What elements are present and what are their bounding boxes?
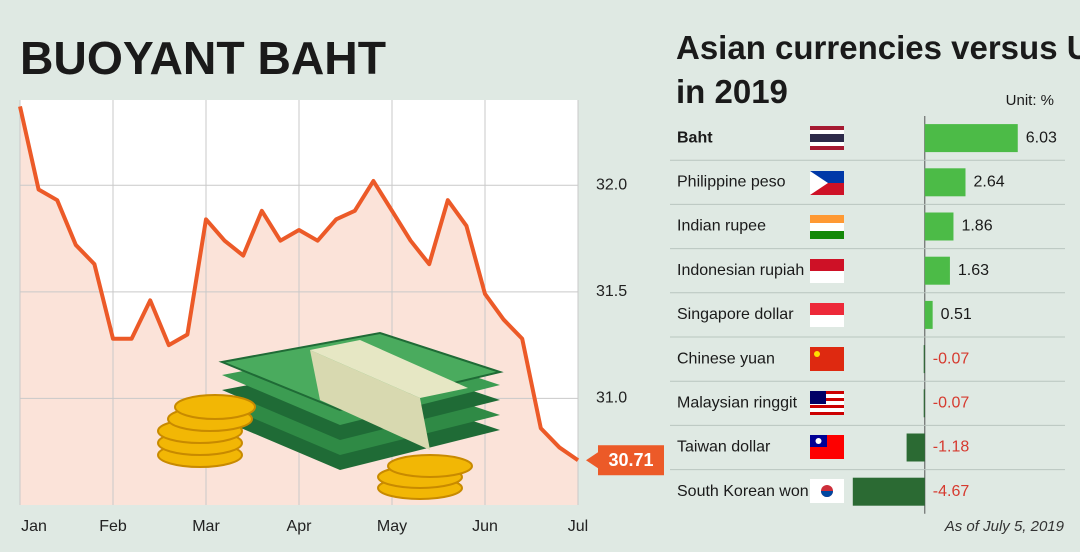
category-label: Philippine peso [677, 174, 786, 191]
bar-chart-title: Asian currencies versus US dollarin 2019 [676, 29, 1080, 110]
bar [924, 124, 1018, 153]
bar [924, 256, 950, 285]
bar [923, 389, 925, 418]
bar-layer: Baht 6.03 Philippine peso 2.64 Indian rupee 1… [670, 116, 1065, 514]
value-label: 30.71 [608, 450, 653, 470]
value-label: 1.63 [958, 262, 989, 279]
note: As of July 5, 2019 [944, 518, 1065, 535]
value-label: 0.51 [941, 306, 972, 323]
unit-label: Unit: % [1006, 92, 1054, 109]
value-label: 1.86 [961, 218, 992, 235]
bar [924, 168, 966, 197]
x-tick-label: Mar [192, 518, 220, 535]
value-label: 2.64 [973, 174, 1004, 191]
x-tick-label: Jan [21, 518, 47, 535]
value-label: -0.07 [933, 350, 970, 367]
x-tick-label: Apr [287, 518, 313, 535]
bar [906, 433, 925, 462]
y-tick-label: 32.0 [596, 176, 627, 193]
category-label: Malaysian ringgit [677, 395, 798, 412]
category-label: Chinese yuan [677, 350, 775, 367]
value-label-box [598, 445, 664, 476]
bar [924, 300, 933, 329]
bar [924, 212, 954, 241]
category-label: Singapore dollar [677, 306, 794, 323]
value-label: -0.07 [933, 395, 970, 412]
category-label: Indian rupee [677, 218, 766, 235]
category-label: Indonesian rupiah [677, 262, 804, 279]
value-label: -1.18 [933, 439, 970, 456]
x-tick-label: Jul [568, 518, 588, 535]
line-layer [18, 105, 580, 462]
x-tick-label: May [377, 518, 407, 535]
x-tick-label: Feb [99, 518, 127, 535]
category-label: Taiwan dollar [677, 439, 771, 456]
category-label: Baht [677, 129, 713, 146]
value-label: -4.67 [933, 483, 970, 500]
money-illustration [157, 331, 504, 500]
category-label: South Korean won [677, 483, 809, 500]
bar [923, 345, 925, 374]
y-tick-label: 31.0 [596, 390, 627, 407]
x-tick-label: Jun [472, 518, 498, 535]
value-label: 6.03 [1026, 129, 1057, 146]
bar [852, 477, 925, 506]
flags [810, 126, 844, 503]
chart-title: BUOYANT BAHT [20, 32, 386, 84]
label-pointer [586, 452, 598, 469]
y-tick-label: 31.5 [596, 283, 627, 300]
line [18, 105, 580, 462]
